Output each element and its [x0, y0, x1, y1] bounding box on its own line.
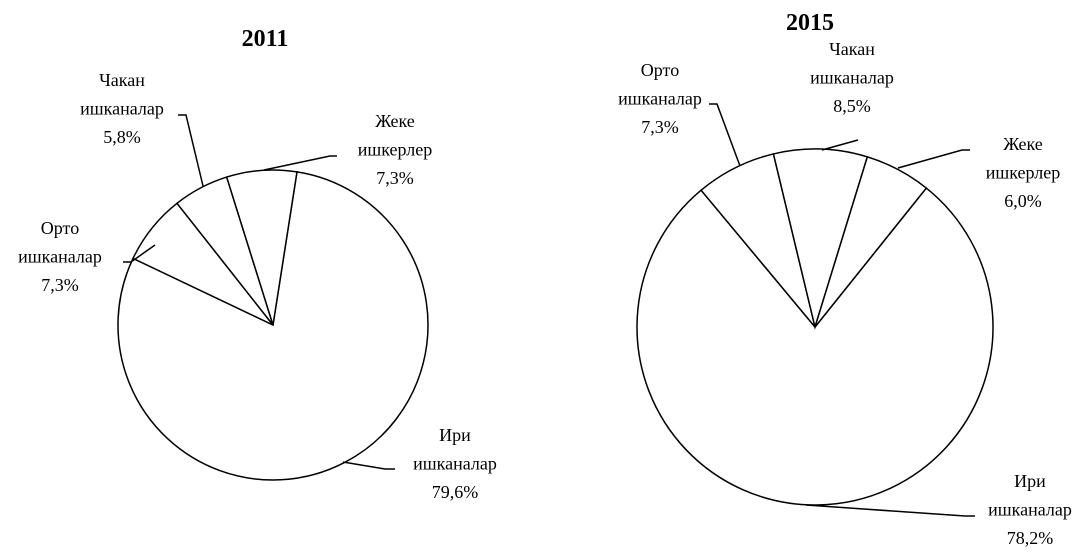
- slice-value-label: 7,3%: [641, 117, 679, 137]
- slice-name: Орто ишканалар: [18, 218, 102, 267]
- chart-title: 2015: [786, 10, 834, 36]
- leader-line: [821, 139, 859, 151]
- slice-value-label: 8,5%: [833, 96, 871, 116]
- slice-value-label: 6,0%: [1004, 191, 1042, 211]
- slice-value-label: 79,6%: [432, 482, 479, 502]
- leader-line: [805, 504, 975, 517]
- pie-slice: [225, 169, 298, 326]
- leader-line: [709, 103, 741, 167]
- leader-line: [123, 244, 156, 263]
- slice-name: Жеке ишкерлер: [358, 111, 433, 160]
- pie-slice: [636, 187, 994, 506]
- slice-name: Чакан ишканалар: [80, 70, 164, 119]
- pie-slice: [814, 155, 928, 328]
- leader-line: [263, 155, 337, 171]
- slice-value-label: 78,2%: [1007, 528, 1054, 548]
- slice-value-label: 5,8%: [103, 127, 141, 147]
- slice-value-label: 7,3%: [376, 168, 414, 188]
- chart-title: 2011: [242, 26, 289, 52]
- slice-value-label: 7,3%: [41, 275, 79, 295]
- slice-name: Чакан ишканалар: [810, 39, 894, 88]
- slice-name: Орто ишканалар: [618, 60, 702, 109]
- leader-line: [897, 149, 970, 169]
- leader-line: [178, 114, 204, 187]
- pie-slice: [772, 148, 869, 330]
- leader-line: [342, 461, 395, 470]
- slice-name: Жеке ишкерлер: [986, 134, 1061, 183]
- slice-name: Ири ишканалар: [413, 425, 497, 474]
- slice-name: Ири ишканалар: [988, 471, 1072, 520]
